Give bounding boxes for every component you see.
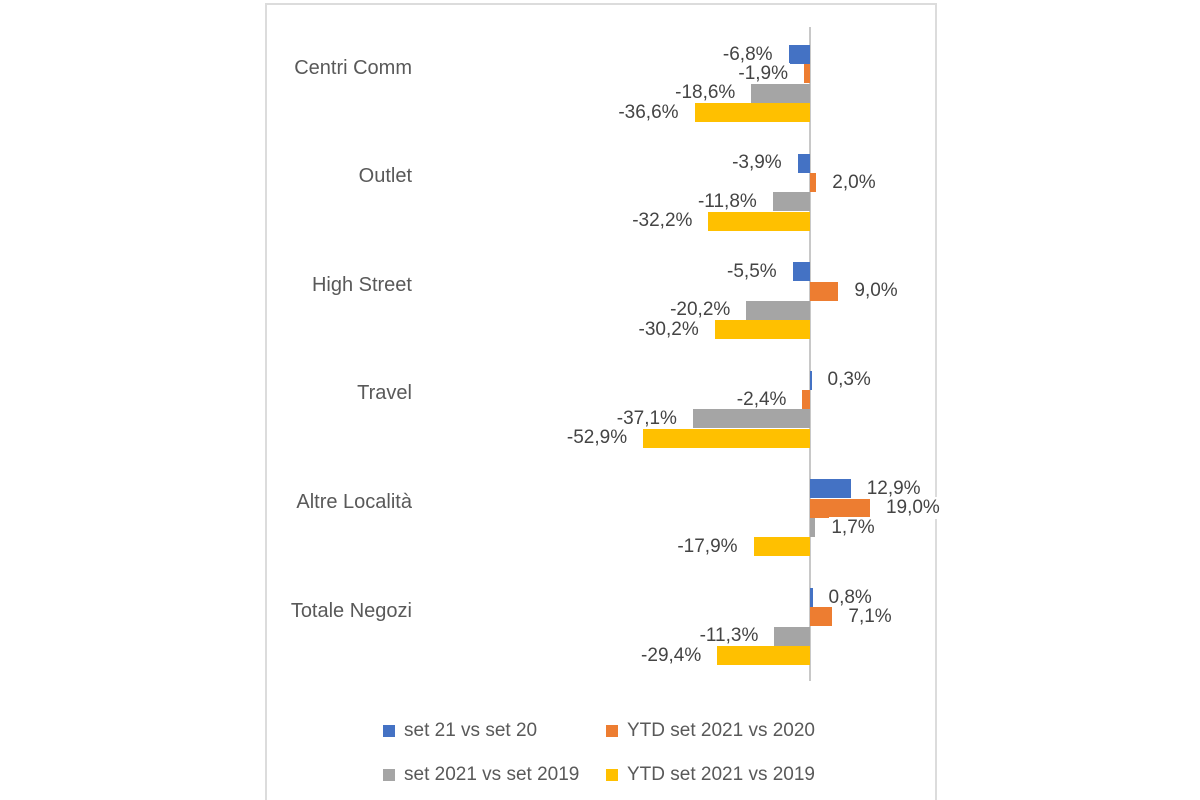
legend-label: YTD set 2021 vs 2019 (627, 764, 815, 785)
chart-border-left (265, 3, 267, 800)
bar-series3-cat3 (746, 300, 810, 320)
category-label: Totale Negozi (290, 599, 412, 622)
bar-series3-cat2 (772, 192, 810, 212)
value-label: 19,0% (883, 497, 942, 520)
value-label: -11,3% (697, 625, 761, 648)
bar-series4-cat1 (694, 102, 810, 122)
legend-swatch-icon (383, 769, 395, 781)
value-label: -11,8% (695, 190, 759, 213)
value-label: 9,0% (852, 280, 900, 303)
bar-series4-cat4 (643, 428, 810, 448)
value-label: -5,5% (725, 260, 779, 283)
bar-series2-cat2 (810, 172, 817, 192)
bar-series1-cat4 (810, 370, 812, 390)
chart-border-top (265, 3, 937, 5)
value-label: -2,4% (734, 388, 789, 411)
value-label: -37,1% (614, 408, 679, 431)
value-label: -29,4% (639, 644, 704, 667)
value-label: 7,1% (846, 605, 894, 628)
category-label: High Street (311, 273, 412, 296)
bar-series3-cat1 (751, 83, 810, 103)
bar-series2-cat5 (810, 498, 870, 518)
value-label: 0,3% (825, 369, 873, 392)
bar-series1-cat6 (810, 588, 813, 607)
bar-series1-cat1 (788, 45, 810, 64)
bar-series1-cat3 (792, 262, 810, 282)
value-label: -17,9% (675, 535, 740, 558)
category-label: Outlet (358, 165, 412, 188)
bar-series3-cat6 (774, 626, 810, 646)
legend-swatch-icon (606, 725, 618, 737)
category-label: Altre Località (296, 490, 412, 513)
value-label: -3,9% (730, 152, 784, 175)
bar-series1-cat5 (810, 479, 851, 499)
bar-series2-cat1 (804, 64, 810, 84)
bar-series2-cat6 (810, 607, 833, 627)
value-label: -20,2% (668, 299, 733, 322)
value-label: 12,9% (864, 478, 923, 501)
legend-label: set 21 vs set 20 (404, 720, 538, 741)
category-label: Centri Comm (294, 56, 412, 79)
value-label: -36,6% (616, 101, 681, 124)
legend-label: YTD set 2021 vs 2020 (627, 720, 815, 741)
bar-series3-cat4 (692, 409, 810, 429)
value-label: -6,8% (720, 43, 775, 66)
value-label: -52,9% (564, 427, 630, 450)
value-label: -18,6% (673, 82, 738, 105)
legend-label: set 2021 vs set 2019 (404, 764, 580, 785)
bar-series2-cat3 (810, 281, 839, 301)
chart-border-right (935, 3, 937, 800)
category-label: Travel (357, 382, 412, 405)
value-label: -32,2% (630, 210, 695, 233)
legend-item: set 2021 vs set 2019 (383, 764, 580, 785)
bar-series3-cat5 (810, 518, 816, 537)
value-label: -30,2% (636, 318, 701, 341)
value-label: 2,0% (830, 171, 878, 194)
bar-series4-cat5 (753, 537, 810, 557)
legend-swatch-icon (606, 769, 618, 781)
bar-series1-cat2 (797, 153, 810, 173)
legend-item: set 21 vs set 20 (383, 720, 538, 741)
value-label: 0,8% (826, 586, 874, 609)
value-label: -1,9% (736, 62, 791, 85)
legend-item: YTD set 2021 vs 2020 (606, 720, 815, 741)
value-axis-zero-line (809, 27, 811, 681)
bar-series4-cat6 (717, 645, 810, 665)
bar-series4-cat2 (708, 211, 810, 231)
legend-swatch-icon (383, 725, 395, 737)
value-label: 1,7% (829, 516, 877, 539)
bar-series4-cat3 (714, 320, 810, 340)
bar-series2-cat4 (802, 390, 810, 410)
legend-item: YTD set 2021 vs 2019 (606, 764, 815, 785)
